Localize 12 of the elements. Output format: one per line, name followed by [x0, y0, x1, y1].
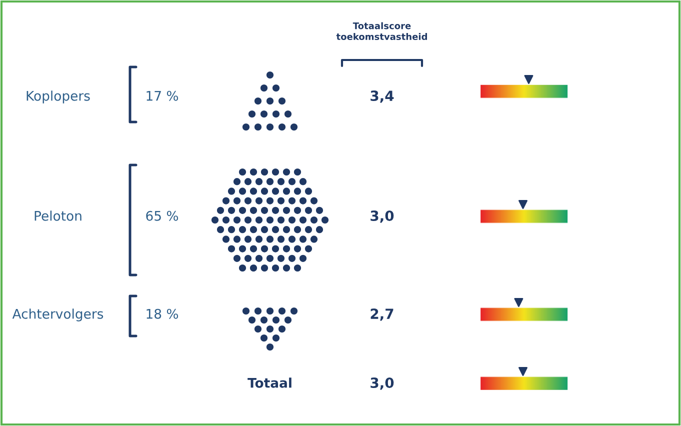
category-label: Peloton: [34, 210, 82, 221]
legend-label: Totaalscore toekomstvastheid: [336, 22, 427, 40]
data-label: 3,0: [370, 210, 394, 223]
data-label: 18 %: [146, 308, 178, 319]
data-label: 65 %: [146, 210, 178, 221]
category-label: Achtervolgers: [12, 308, 104, 322]
data-label: 3,4: [370, 90, 394, 103]
category-label: Totaal: [248, 378, 292, 388]
data-label: 17 %: [146, 90, 178, 101]
data-label: 2,7: [370, 308, 394, 321]
category-label: Koplopers: [26, 90, 90, 104]
data-label: 3,0: [370, 378, 394, 390]
